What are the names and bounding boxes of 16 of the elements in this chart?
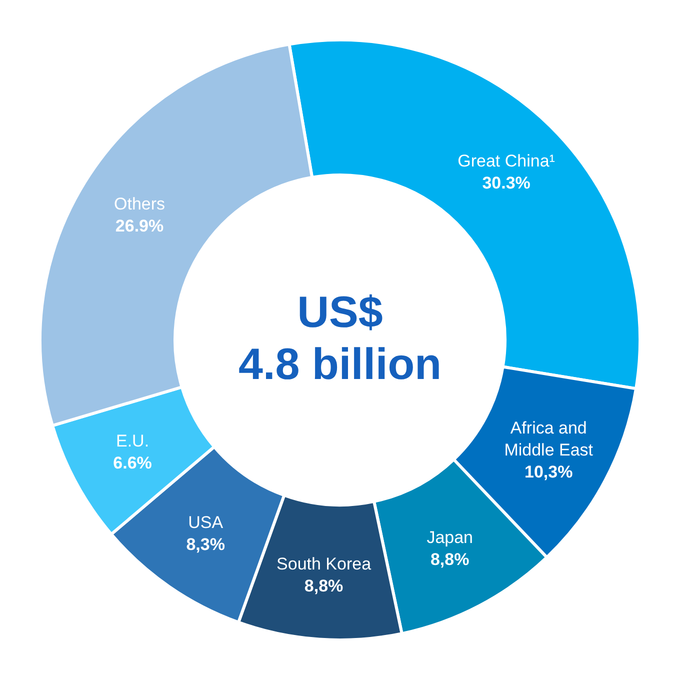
data-label: 8,8% (430, 550, 470, 569)
data-label: 30.3% (482, 174, 530, 193)
text: 4.8 billion (238, 340, 442, 389)
slice-label: USA (188, 512, 224, 532)
data-label: 8,3% (186, 534, 225, 554)
slice-label: Japan (426, 528, 474, 547)
text: US$ (297, 288, 383, 337)
data-label: 26.9% (115, 216, 164, 236)
slice-label: Africa and Middle East (504, 418, 594, 460)
slice-label: E.U. (116, 431, 150, 450)
slice-label: Others (114, 194, 166, 214)
data-label: 10,3% (524, 462, 573, 482)
data-label: 8,8% (304, 576, 344, 596)
data-label: 6.6% (113, 453, 152, 472)
slice-label: South Korea (276, 554, 372, 574)
slice-label: Great China¹ (458, 152, 556, 171)
